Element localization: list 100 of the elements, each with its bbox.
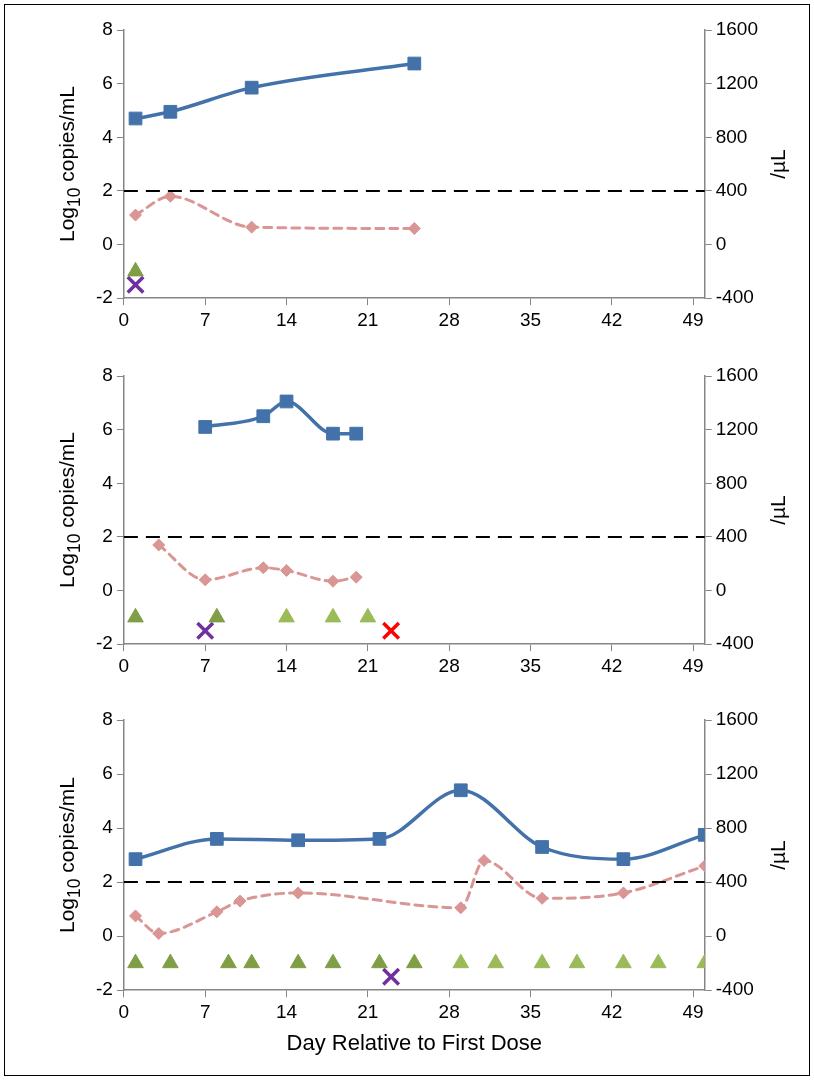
point xyxy=(129,909,143,923)
point xyxy=(208,607,226,623)
y-tick-label: 2 xyxy=(102,870,113,892)
y2-tick-label: -400 xyxy=(715,978,754,1000)
point xyxy=(243,953,260,969)
point xyxy=(371,953,388,969)
x-tick-label: 14 xyxy=(275,308,298,330)
point xyxy=(210,905,224,919)
y2-tick-label: 0 xyxy=(715,578,727,600)
point xyxy=(533,953,551,969)
point xyxy=(256,561,270,575)
point xyxy=(326,426,340,441)
point xyxy=(359,607,377,623)
x-tick-label: 7 xyxy=(199,1000,211,1022)
y2-tick-label: 1200 xyxy=(715,417,759,439)
y2-tick-label: 1200 xyxy=(715,762,759,784)
point xyxy=(291,886,305,900)
point xyxy=(127,953,144,969)
point xyxy=(163,104,178,119)
point xyxy=(152,926,166,940)
point xyxy=(280,563,294,577)
point xyxy=(535,891,549,905)
y2-tick-label: 800 xyxy=(715,471,748,493)
point xyxy=(324,953,342,969)
y-tick-label: 0 xyxy=(102,232,113,254)
point xyxy=(129,208,143,222)
x-tick-label: 35 xyxy=(519,1000,542,1022)
y-tick-label: 2 xyxy=(102,179,113,201)
y-tick-label: -2 xyxy=(95,632,113,654)
point xyxy=(452,953,470,969)
point xyxy=(407,221,421,235)
point xyxy=(162,953,179,969)
x-tick-label: 21 xyxy=(357,1000,379,1022)
x-tick-label: 42 xyxy=(601,654,623,676)
y-tick-label: 2 xyxy=(102,525,113,547)
x-tick-label: 21 xyxy=(357,654,379,676)
point xyxy=(349,426,364,441)
point xyxy=(209,832,224,846)
point xyxy=(220,953,237,969)
point xyxy=(127,607,144,623)
y-tick-label: -2 xyxy=(95,978,113,1000)
y2-tick-label: 0 xyxy=(715,924,727,946)
x-tick-label: 42 xyxy=(601,308,623,330)
point xyxy=(291,833,306,848)
y2-tick-label: -400 xyxy=(715,286,754,308)
y-tick-label: 6 xyxy=(102,762,113,784)
y-tick-label: -2 xyxy=(95,286,113,308)
point xyxy=(326,574,340,588)
x-tick-label: 35 xyxy=(519,308,542,330)
point xyxy=(128,111,143,126)
point xyxy=(487,953,504,969)
point xyxy=(198,573,212,587)
point xyxy=(349,570,363,584)
point xyxy=(324,607,342,623)
point xyxy=(279,394,294,409)
point xyxy=(233,894,247,908)
x-tick-label: 28 xyxy=(438,654,460,676)
y2-axis-title: /µL xyxy=(766,149,790,179)
y2-tick-label: 400 xyxy=(715,179,748,201)
y-tick-label: 0 xyxy=(102,578,113,600)
y-tick-label: 0 xyxy=(102,924,113,946)
y-tick-label: 8 xyxy=(102,708,113,730)
x-tick-label: 49 xyxy=(682,1000,704,1022)
y2-tick-label: -400 xyxy=(715,632,754,654)
y2-tick-label: 0 xyxy=(715,232,727,254)
point xyxy=(245,220,259,234)
y2-tick-label: 800 xyxy=(715,125,748,147)
point xyxy=(454,901,468,915)
x-tick-label: 7 xyxy=(199,308,211,330)
x-tick-label: 35 xyxy=(519,654,542,676)
point xyxy=(278,607,295,623)
y-tick-label: 8 xyxy=(102,364,113,386)
y2-tick-label: 400 xyxy=(715,870,748,892)
y2-tick-label: 800 xyxy=(715,816,748,838)
x-tick-label: 21 xyxy=(357,308,379,330)
point xyxy=(616,852,631,867)
x-tick-label: 49 xyxy=(682,308,704,330)
point xyxy=(372,832,387,846)
y-tick-label: 6 xyxy=(102,71,113,93)
y2-tick-label: 1600 xyxy=(715,708,759,730)
y2-tick-label: 1600 xyxy=(715,364,759,386)
x-tick-label: 49 xyxy=(682,654,704,676)
point xyxy=(535,840,549,854)
point xyxy=(198,420,213,434)
x-tick-label: 7 xyxy=(199,654,211,676)
point xyxy=(128,852,143,867)
point xyxy=(152,538,166,552)
y2-tick-label: 1200 xyxy=(715,71,759,93)
x-tick-label: 14 xyxy=(275,654,298,676)
y-tick-label: 4 xyxy=(102,816,114,838)
x-tick-label: 14 xyxy=(275,1000,298,1022)
y-tick-label: 6 xyxy=(102,417,113,439)
point xyxy=(649,953,667,969)
x-tick-label: 0 xyxy=(118,308,130,330)
point xyxy=(453,783,468,798)
point xyxy=(615,953,632,969)
y-tick-label: 8 xyxy=(102,18,113,40)
point xyxy=(289,953,307,969)
point xyxy=(125,275,146,295)
point xyxy=(616,886,630,900)
